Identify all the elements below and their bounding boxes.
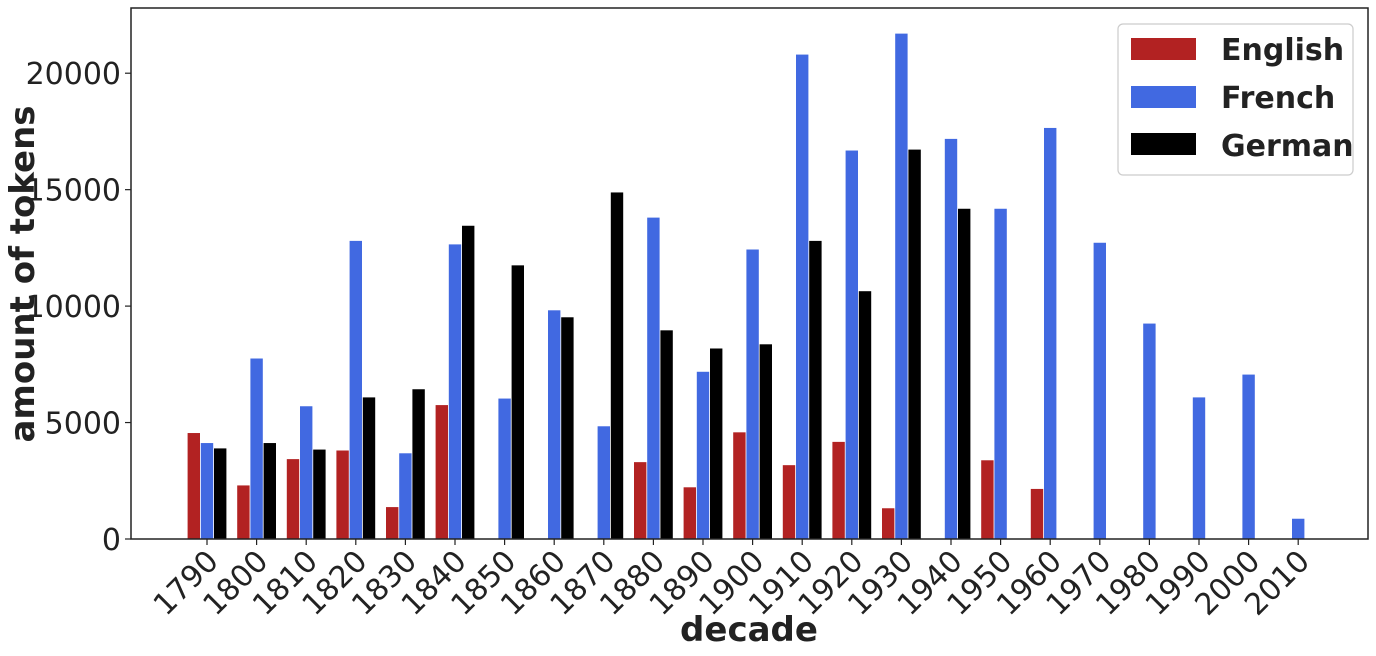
bars-layer <box>187 33 1305 540</box>
legend-swatch-german <box>1131 133 1196 155</box>
bar-french-1940 <box>944 138 958 539</box>
bar-german-1940 <box>958 208 971 539</box>
y-tick-label-5000: 5000 <box>45 407 121 442</box>
bar-french-1810 <box>300 406 313 539</box>
bar-german-1880 <box>660 330 673 539</box>
bar-german-1840 <box>462 225 475 539</box>
x-axis-title: decade <box>680 610 818 650</box>
bar-english-1920 <box>832 441 845 539</box>
bar-german-1930 <box>908 149 921 539</box>
bar-french-1960 <box>1044 127 1057 539</box>
legend-swatch-english <box>1131 38 1196 60</box>
legend-label-german: German <box>1221 129 1354 164</box>
bar-french-1860 <box>548 310 561 539</box>
bar-english-1790 <box>187 433 200 539</box>
bar-german-1820 <box>362 397 376 539</box>
bar-english-1830 <box>386 507 399 539</box>
bar-english-1950 <box>981 460 994 539</box>
bar-french-1890 <box>696 371 710 539</box>
bar-german-1910 <box>809 240 822 539</box>
y-axis-title: amount of tokens <box>3 105 43 442</box>
bar-french-1990 <box>1192 397 1206 539</box>
bar-english-1820 <box>336 450 349 539</box>
bar-english-1880 <box>634 462 647 539</box>
bar-french-1840 <box>448 244 462 539</box>
bar-english-1930 <box>882 508 895 539</box>
bar-french-1800 <box>250 358 263 539</box>
legend-label-english: English <box>1221 33 1344 68</box>
bar-german-1920 <box>858 291 872 539</box>
bar-french-1970 <box>1093 242 1106 539</box>
bar-french-2010 <box>1292 518 1305 539</box>
bar-french-1980 <box>1143 323 1156 539</box>
bar-english-1840 <box>435 405 448 539</box>
bar-german-1810 <box>313 449 326 539</box>
legend-label-french: French <box>1221 81 1335 116</box>
bar-german-1860 <box>561 317 574 539</box>
bar-german-1900 <box>759 344 772 539</box>
bar-french-1790 <box>200 443 214 539</box>
bar-german-1800 <box>263 443 276 539</box>
bar-french-1880 <box>647 217 660 540</box>
bar-english-1900 <box>733 432 746 539</box>
bar-french-1850 <box>498 398 511 539</box>
bar-german-1870 <box>610 192 624 539</box>
bar-french-1920 <box>845 150 858 539</box>
bar-german-1890 <box>710 348 723 539</box>
bar-french-1900 <box>746 249 759 539</box>
plot-frame <box>130 7 1369 540</box>
legend-swatch-french <box>1131 86 1196 108</box>
bar-french-1820 <box>349 240 362 539</box>
y-tick-label-20000: 20000 <box>26 57 121 92</box>
bar-english-1910 <box>782 465 796 539</box>
bar-german-1830 <box>412 389 425 539</box>
y-tick-label-0: 0 <box>102 523 121 558</box>
legend: English French German <box>1117 23 1354 176</box>
bar-french-1950 <box>994 208 1007 539</box>
bar-english-1810 <box>286 459 300 539</box>
bar-french-1830 <box>399 453 412 539</box>
bar-english-1960 <box>1030 488 1044 539</box>
y-axis: 0 5000 10000 15000 20000 <box>26 57 131 558</box>
bar-french-1910 <box>796 54 809 539</box>
y-tick-label-15000: 15000 <box>26 174 121 209</box>
bar-english-1890 <box>683 487 696 539</box>
bar-english-1800 <box>237 485 250 539</box>
bar-german-1850 <box>511 265 524 539</box>
bar-french-1930 <box>895 33 908 540</box>
bar-german-1790 <box>214 448 227 539</box>
bar-french-1870 <box>597 426 610 539</box>
y-tick-label-10000: 10000 <box>26 290 121 325</box>
bar-french-2000 <box>1242 374 1255 539</box>
